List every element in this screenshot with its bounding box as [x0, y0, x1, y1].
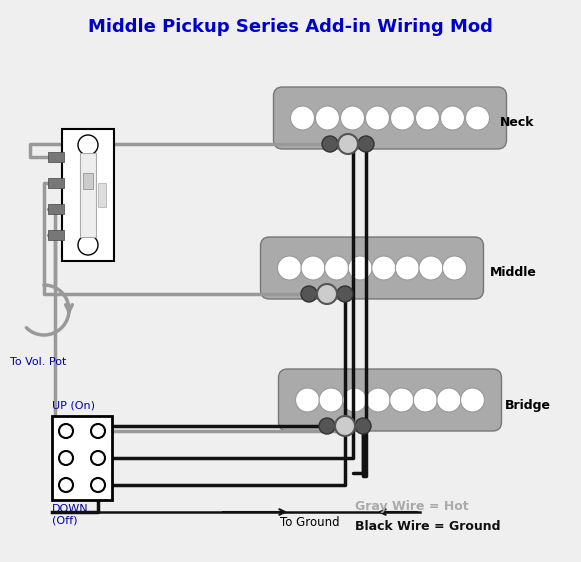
Circle shape	[413, 388, 437, 412]
Bar	[48, 230, 64, 240]
Text: Neck: Neck	[500, 116, 535, 129]
FancyBboxPatch shape	[278, 369, 501, 431]
Circle shape	[372, 256, 396, 280]
Bar	[83, 173, 93, 189]
Circle shape	[437, 388, 461, 412]
Circle shape	[59, 478, 73, 492]
FancyBboxPatch shape	[260, 237, 483, 299]
Circle shape	[315, 106, 339, 130]
Circle shape	[461, 388, 485, 412]
Circle shape	[415, 106, 439, 130]
Text: Black Wire = Ground: Black Wire = Ground	[355, 520, 500, 533]
Circle shape	[91, 478, 105, 492]
Text: UP (On): UP (On)	[52, 400, 95, 410]
Circle shape	[343, 388, 367, 412]
Text: Bridge: Bridge	[505, 398, 551, 411]
Circle shape	[325, 256, 349, 280]
Circle shape	[335, 416, 355, 436]
Circle shape	[91, 451, 105, 465]
Bar	[48, 204, 64, 214]
Bar	[52, 416, 112, 500]
Circle shape	[419, 256, 443, 280]
Circle shape	[337, 286, 353, 302]
Circle shape	[390, 388, 414, 412]
Circle shape	[319, 418, 335, 434]
Circle shape	[365, 106, 389, 130]
Circle shape	[301, 256, 325, 280]
Bar	[48, 152, 64, 162]
Bar	[98, 183, 106, 207]
Circle shape	[301, 286, 317, 302]
Circle shape	[366, 388, 390, 412]
Circle shape	[440, 106, 464, 130]
Bar	[48, 178, 64, 188]
Circle shape	[465, 106, 490, 130]
Circle shape	[338, 134, 358, 154]
Text: To Ground: To Ground	[280, 516, 340, 529]
Circle shape	[317, 284, 337, 304]
Circle shape	[319, 388, 343, 412]
FancyBboxPatch shape	[274, 87, 507, 149]
Circle shape	[395, 256, 419, 280]
Circle shape	[348, 256, 372, 280]
Bar	[80, 153, 96, 237]
Text: Middle Pickup Series Add-in Wiring Mod: Middle Pickup Series Add-in Wiring Mod	[88, 18, 493, 36]
Text: Gray Wire = Hot: Gray Wire = Hot	[355, 500, 469, 513]
Circle shape	[59, 424, 73, 438]
Circle shape	[340, 106, 364, 130]
Circle shape	[59, 451, 73, 465]
Circle shape	[358, 136, 374, 152]
Circle shape	[390, 106, 414, 130]
Circle shape	[78, 135, 98, 155]
Text: Middle: Middle	[490, 266, 537, 279]
Circle shape	[296, 388, 320, 412]
Circle shape	[290, 106, 314, 130]
Circle shape	[91, 424, 105, 438]
Text: DOWN
(Off): DOWN (Off)	[52, 504, 89, 525]
Bar	[62, 129, 114, 261]
Circle shape	[322, 136, 338, 152]
Circle shape	[78, 235, 98, 255]
Text: To Vol. Pot: To Vol. Pot	[10, 357, 66, 367]
Circle shape	[278, 256, 302, 280]
Circle shape	[355, 418, 371, 434]
Circle shape	[443, 256, 467, 280]
